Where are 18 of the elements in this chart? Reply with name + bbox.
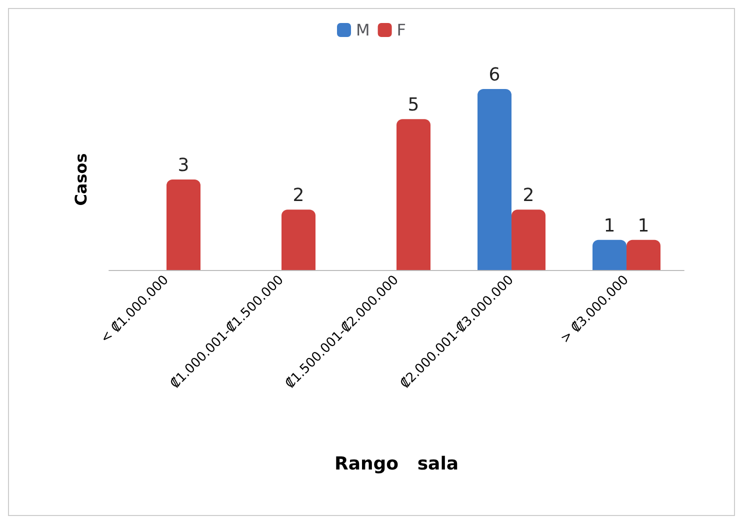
- bar: [592, 240, 626, 270]
- data-label: 2: [292, 185, 304, 206]
- y-axis-title: Casos: [72, 153, 90, 206]
- data-label: 5: [408, 94, 420, 116]
- legend-label: F: [396, 20, 406, 40]
- bar: [512, 210, 546, 270]
- bar: [282, 210, 316, 270]
- bar: [478, 89, 512, 270]
- data-label: 3: [178, 155, 190, 176]
- bar: [626, 240, 660, 270]
- bar: [166, 180, 200, 270]
- legend-label: M: [356, 20, 370, 40]
- data-label: 1: [638, 215, 650, 236]
- data-label: 2: [522, 185, 534, 206]
- data-label: 1: [604, 215, 616, 236]
- bar: [396, 119, 430, 270]
- data-label: 6: [488, 64, 500, 86]
- x-axis-title: Rango sala: [334, 454, 459, 474]
